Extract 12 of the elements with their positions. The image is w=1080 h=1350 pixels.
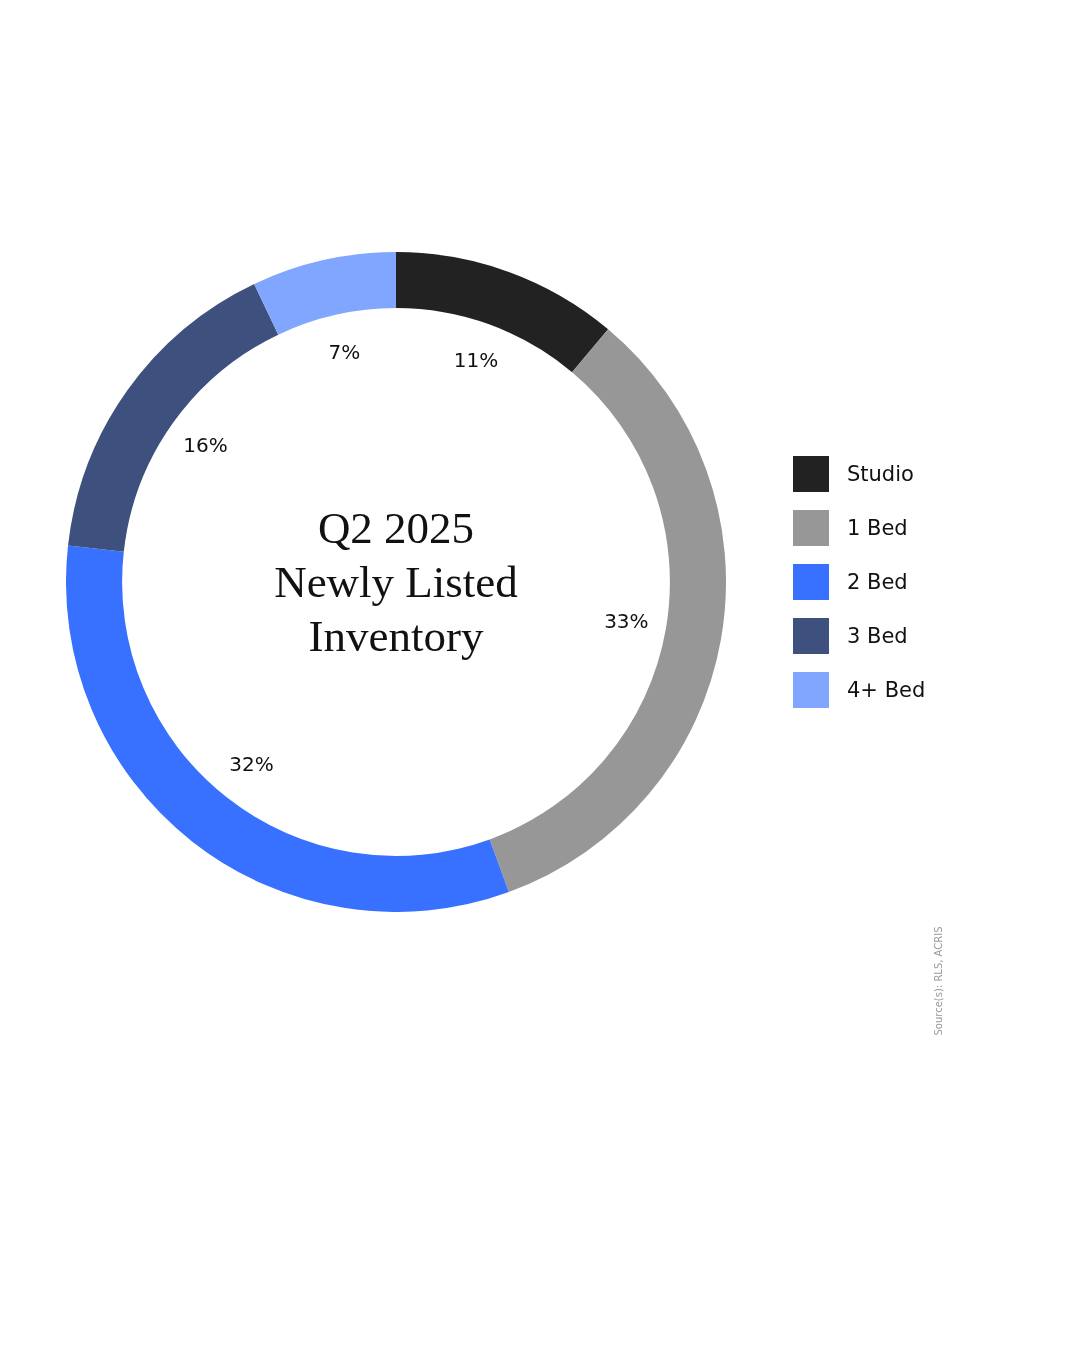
- legend-label: 3 Bed: [847, 624, 908, 648]
- data-label: 11%: [453, 348, 499, 373]
- legend-label: 4+ Bed: [847, 678, 926, 702]
- source-note: Source(s): RLS, ACRIS: [932, 926, 944, 1036]
- legend-label: 1 Bed: [847, 516, 908, 540]
- data-label: 32%: [229, 752, 274, 777]
- data-label: 33%: [604, 608, 649, 633]
- legend-label: 2 Bed: [847, 570, 908, 594]
- data-label: 16%: [183, 432, 228, 457]
- data-label: 7%: [328, 340, 361, 365]
- text: Q2 2025 Newly Listed Inventory: [273, 502, 519, 663]
- legend-label: Studio: [847, 462, 914, 486]
